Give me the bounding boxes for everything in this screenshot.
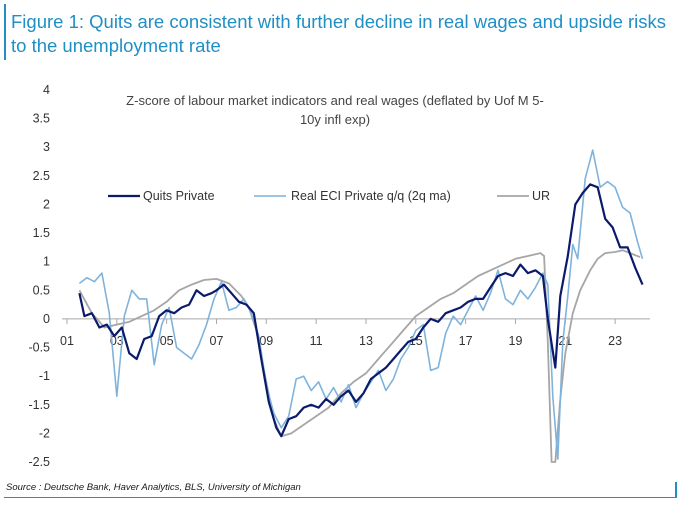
- series-line-real-eci: [78, 149, 644, 460]
- y-tick-label: -1.5: [28, 398, 50, 412]
- x-tick-label: 13: [359, 334, 373, 348]
- x-tick-label: 01: [60, 334, 74, 348]
- frame-right-bar: [675, 482, 677, 498]
- chart-title-line-1: Z-score of labour market indicators and …: [126, 93, 544, 108]
- y-tick-label: 0.5: [33, 283, 50, 297]
- x-tick-label: 07: [210, 334, 224, 348]
- y-tick-label: -2: [39, 426, 50, 440]
- x-tick-label: 11: [310, 334, 323, 348]
- legend-item-real-eci-label: Real ECI Private q/q (2q ma): [291, 189, 451, 203]
- x-tick-label: 05: [160, 334, 174, 348]
- x-tick-label: 09: [259, 334, 273, 348]
- y-tick-label: 2.5: [33, 169, 50, 183]
- y-tick-label: 1.5: [33, 226, 50, 240]
- series-line-quits-private: [78, 183, 644, 438]
- line-chart: Z-score of labour market indicators and …: [28, 83, 650, 469]
- legend-item-ur-label: UR: [532, 189, 550, 203]
- y-tick-label: 4: [43, 83, 50, 97]
- series-line-ur: [78, 249, 641, 463]
- source-divider: [4, 497, 676, 498]
- x-tick-label: 23: [608, 334, 622, 348]
- y-tick-label: 1: [43, 255, 50, 269]
- chart-title-line-2: 10y infl exp): [300, 112, 370, 127]
- y-tick-label: -1: [39, 369, 50, 383]
- y-tick-label: -0.5: [28, 341, 50, 355]
- x-tick-label: 21: [558, 334, 572, 348]
- y-tick-label: 0: [43, 312, 50, 326]
- y-tick-label: 2: [43, 197, 50, 211]
- figure-title: Figure 1: Quits are consistent with furt…: [11, 11, 667, 56]
- y-tick-label: 3: [43, 140, 50, 154]
- x-tick-label: 17: [459, 334, 473, 348]
- source-note: Source : Deutsche Bank, Haver Analytics,…: [6, 482, 301, 493]
- x-tick-label: 19: [509, 334, 523, 348]
- x-tick-label: 03: [110, 334, 124, 348]
- y-tick-label: 3.5: [33, 112, 50, 126]
- legend-item-quits-private-label: Quits Private: [143, 189, 215, 203]
- y-tick-label: -2.5: [28, 455, 50, 469]
- title-accent-bar: [4, 4, 6, 60]
